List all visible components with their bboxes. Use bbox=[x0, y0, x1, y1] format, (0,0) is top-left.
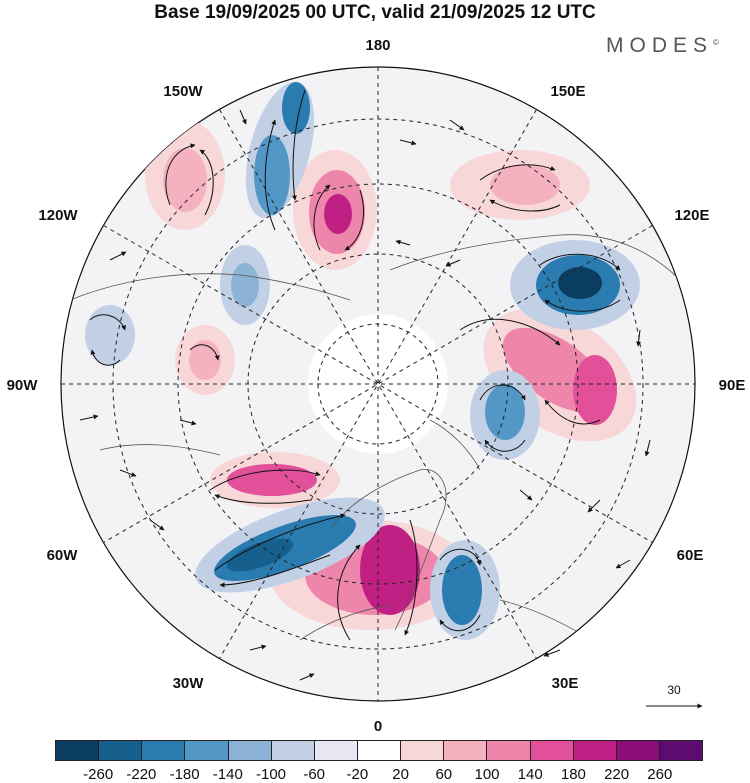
anomaly-negative bbox=[85, 305, 135, 365]
wind-vectors bbox=[79, 89, 651, 681]
colorbar-tick-label: 260 bbox=[647, 766, 673, 783]
colorbar-tick-label: 220 bbox=[604, 766, 630, 783]
lon-label-90e: 90E bbox=[719, 377, 746, 394]
colorbar-swatch bbox=[659, 741, 703, 760]
colorbar-swatch bbox=[616, 741, 660, 760]
colorbar-tick-label: -220 bbox=[126, 766, 157, 783]
colorbar-tick-label: -100 bbox=[255, 766, 287, 783]
lon-label-30w: 30W bbox=[173, 675, 205, 692]
colorbar-swatch bbox=[271, 741, 315, 760]
colorbar-tick-label: 60 bbox=[435, 766, 453, 783]
lon-label-150w: 150W bbox=[163, 83, 203, 100]
lon-label-120w: 120W bbox=[38, 207, 78, 224]
vector-reference-label: 30 bbox=[667, 683, 681, 697]
colorbar-swatch bbox=[401, 741, 445, 760]
chart-title: Base 19/09/2025 00 UTC, valid 21/09/2025… bbox=[154, 2, 596, 23]
graticule bbox=[61, 67, 695, 701]
colorbar-swatch bbox=[573, 741, 617, 760]
colorbar-swatch bbox=[185, 741, 229, 760]
brand-mark: © bbox=[713, 38, 719, 47]
lon-label-150e: 150E bbox=[550, 83, 585, 100]
colorbar-swatch bbox=[228, 741, 272, 760]
colorbar-tick-label: -60 bbox=[303, 766, 326, 783]
colorbar-tick-label: -260 bbox=[83, 766, 114, 783]
coastlines bbox=[69, 234, 681, 661]
colorbar-swatch bbox=[357, 741, 402, 760]
colorbar-swatch bbox=[530, 741, 574, 760]
colorbar-tick-label: -180 bbox=[169, 766, 200, 783]
colorbar-swatch bbox=[314, 741, 358, 760]
colorbar-tick-label: 100 bbox=[474, 766, 500, 783]
colorbar-tick-label: 180 bbox=[560, 766, 586, 783]
lon-label-60w: 60W bbox=[47, 547, 79, 564]
lon-label-0: 0 bbox=[374, 718, 382, 735]
colorbar bbox=[55, 740, 703, 761]
brand-name: MODES bbox=[606, 34, 714, 57]
colorbar-swatch bbox=[487, 741, 531, 760]
lon-label-60e: 60E bbox=[677, 547, 704, 564]
lon-label-30e: 30E bbox=[552, 675, 579, 692]
colorbar-swatch bbox=[444, 741, 488, 760]
colorbar-swatch bbox=[56, 741, 100, 760]
colorbar-tick-label: 20 bbox=[392, 766, 409, 783]
lon-label-90w: 90W bbox=[7, 377, 39, 394]
lon-label-120e: 120E bbox=[674, 207, 709, 224]
colorbar-swatch bbox=[142, 741, 186, 760]
brand-logo: MODES© bbox=[606, 34, 719, 58]
colorbar-swatch bbox=[99, 741, 143, 760]
colorbar-tick-label: -20 bbox=[346, 766, 369, 783]
colorbar-tick-label: 140 bbox=[517, 766, 543, 783]
colorbar-tick-label: -140 bbox=[212, 766, 243, 783]
lon-label-180: 180 bbox=[365, 37, 390, 54]
